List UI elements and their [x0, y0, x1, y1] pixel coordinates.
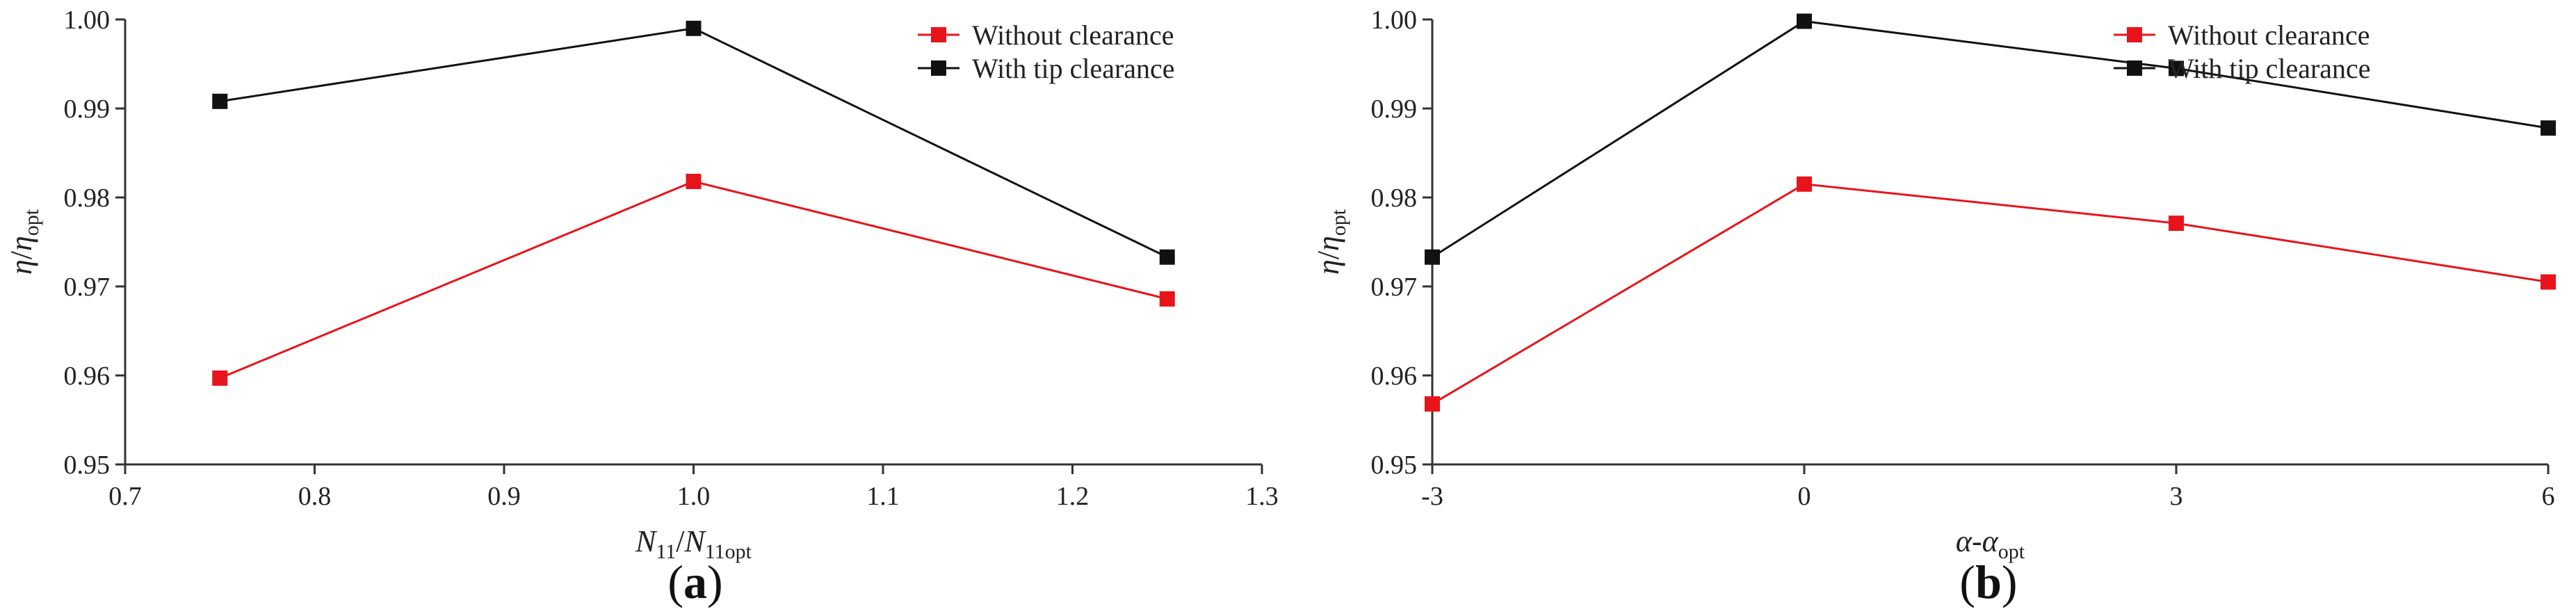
y-tick-label: 0.97: [64, 273, 111, 302]
series-line-without-clearance: [1432, 183, 2549, 405]
x-label-n2: N: [683, 524, 706, 558]
data-point: [1159, 249, 1175, 265]
x-tick-label: 3: [2170, 482, 2183, 511]
legend-marker: [931, 60, 946, 76]
panel-label-letter: b: [1975, 556, 2002, 608]
series-line-without-clearance: [219, 180, 1168, 380]
y-axis-label: η/ηopt: [4, 209, 43, 275]
y-label-sub: opt: [20, 209, 43, 236]
y-label-slash: /: [4, 250, 38, 259]
x-tick-label: 1.1: [866, 482, 900, 511]
y-tick-label: 0.98: [64, 184, 111, 213]
y-tick-label: 0.98: [1371, 184, 1418, 213]
y-label-sub: opt: [1327, 209, 1350, 236]
data-point: [2541, 274, 2556, 290]
data-point: [2169, 216, 2184, 232]
data-point: [1797, 13, 1812, 29]
data-point: [1797, 176, 1812, 192]
data-point: [212, 93, 228, 109]
panel-label-close: ): [707, 556, 723, 608]
legend-marker: [2127, 60, 2142, 76]
legend-marker: [931, 27, 946, 42]
panel-label-open: (: [1959, 556, 1975, 608]
y-tick-label: 0.97: [1371, 273, 1418, 302]
panel-a: 0.95 0.96 0.97 0.98 0.99 1.00 0.7 0.8 0.9 1.0 1.1 1…: [4, 6, 1279, 608]
x-tick-label: 1.3: [1245, 482, 1279, 511]
data-point: [2169, 60, 2184, 76]
panel-b: 0.95 0.96 0.97 0.98 0.99 1.00 -3 0 3 6 Without cle…: [1311, 6, 2556, 608]
panel-label: (a): [667, 556, 722, 608]
x-tick-label: -3: [1421, 482, 1443, 511]
data-point: [1425, 249, 1440, 265]
x-label-sub1: 11: [656, 540, 676, 563]
x-tick-label: 1.2: [1056, 482, 1089, 511]
y-axis-label: η/ηopt: [1311, 209, 1350, 275]
y-tick-label: 1.00: [64, 6, 111, 35]
legend-entry: With tip clearance: [972, 53, 1175, 84]
y-label-eta2: η: [4, 236, 38, 251]
data-point: [2541, 120, 2556, 136]
legend-entry: Without clearance: [972, 19, 1174, 51]
y-tick-label: 0.95: [64, 451, 111, 480]
data-point: [1159, 291, 1175, 307]
panel-label-open: (: [667, 556, 683, 608]
x-axis-label: α-αopt: [1956, 524, 2025, 563]
x-label-alpha2: α: [1982, 524, 1999, 558]
data-point: [1425, 396, 1440, 412]
x-axis-label: N11/N11opt: [635, 524, 752, 563]
legend-entry: Without clearance: [2168, 19, 2370, 51]
x-label-n: N: [635, 524, 658, 558]
panel-label-close: ): [2002, 556, 2018, 608]
y-tick-label: 0.96: [1371, 362, 1418, 391]
y-label-eta2: η: [1311, 236, 1345, 251]
x-label-alpha: α: [1956, 524, 1972, 558]
data-point: [212, 370, 228, 386]
data-point: [686, 173, 702, 189]
x-label-sub2: 11opt: [705, 540, 752, 563]
series-line-with-tip-clearance: [1432, 20, 2549, 259]
data-point: [686, 20, 702, 36]
x-tick-label: 1.0: [677, 482, 711, 511]
x-tick-label: 0.9: [487, 482, 521, 511]
panel-label: (b): [1959, 556, 2017, 608]
x-tick-label: 0: [1798, 482, 1811, 511]
y-tick-label: 0.95: [1371, 451, 1418, 480]
legend-marker: [2127, 27, 2142, 42]
x-label-dash: -: [1972, 524, 1982, 558]
x-label-slash: /: [676, 524, 685, 558]
x-tick-label: 0.8: [298, 482, 332, 511]
legend-entry: With tip clearance: [2168, 53, 2371, 84]
y-tick-label: 0.99: [64, 95, 111, 124]
y-label-slash: /: [1311, 250, 1345, 259]
x-label-sub: opt: [1998, 540, 2025, 563]
panel-label-letter: a: [683, 556, 707, 608]
y-label-eta: η: [4, 259, 38, 275]
y-label-eta: η: [1311, 259, 1345, 275]
x-tick-label: 6: [2542, 482, 2555, 511]
y-tick-label: 0.96: [64, 362, 111, 391]
y-tick-label: 1.00: [1371, 6, 1418, 35]
x-tick-label: 0.7: [108, 482, 142, 511]
y-tick-label: 0.99: [1371, 95, 1418, 124]
